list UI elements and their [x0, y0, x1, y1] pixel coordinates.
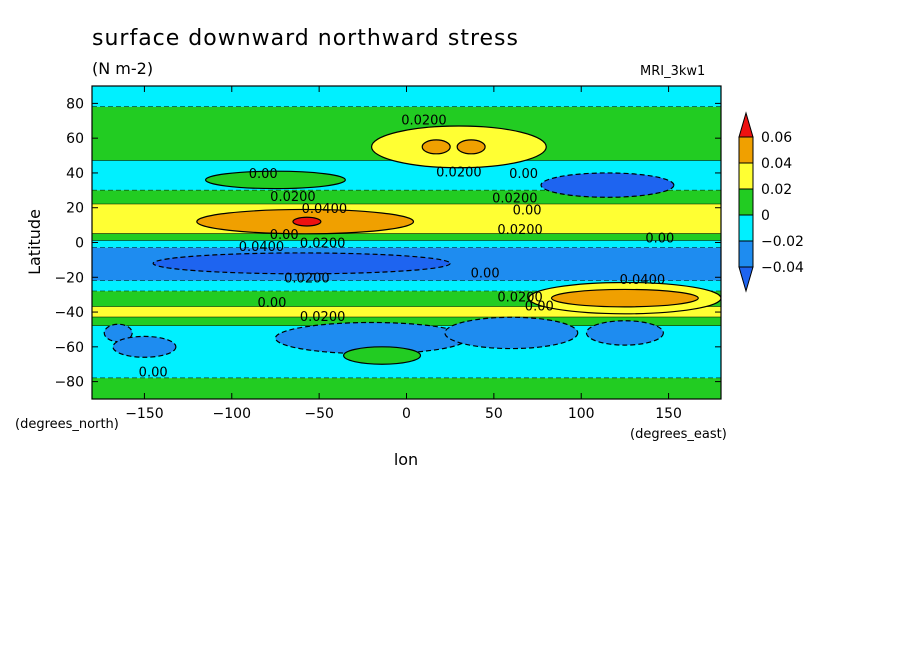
- y-tick-label-8: −80: [54, 375, 84, 391]
- zonal-band-13: [92, 378, 721, 399]
- x-unit-label: (degrees_east): [630, 427, 727, 442]
- contour-feature-14: [342, 346, 422, 365]
- x-tick-label-0: −150: [125, 406, 163, 422]
- contour-label-13: 0.0200: [284, 271, 330, 286]
- contour-label-0: 0.0200: [401, 113, 447, 128]
- contour-feature-15: [112, 335, 177, 358]
- contour-label-16: 0.00: [257, 296, 286, 311]
- y-axis-label: Latitude: [25, 209, 44, 275]
- colorbar-label-4: −0.02: [761, 234, 804, 250]
- contour-label-9: 0.00: [270, 228, 299, 243]
- model-label: MRI_3kw1: [640, 64, 705, 79]
- contour-label-4: 0.0200: [270, 190, 316, 205]
- colorbar-bottom-arrow: [738, 266, 754, 293]
- zonal-band-0: [92, 86, 721, 107]
- zonal-band-10: [92, 306, 721, 318]
- contour-label-3: 0.00: [509, 167, 538, 182]
- zonal-band-11: [92, 317, 721, 326]
- zonal-band-5: [92, 233, 721, 241]
- y-tick-label-6: −40: [54, 305, 84, 321]
- y-tick-label-4: 0: [75, 236, 84, 252]
- colorbar-top-arrow: [738, 111, 754, 138]
- contour-label-17: 0.0200: [497, 291, 543, 306]
- contour-label-1: 0.00: [249, 167, 278, 182]
- contour-feature-4: [456, 139, 486, 155]
- contour-label-20: 0.00: [139, 365, 168, 380]
- colorbar-label-1: 0.04: [761, 156, 792, 172]
- x-tick-label-1: −100: [213, 406, 251, 422]
- contour-label-19: 0.0200: [300, 310, 346, 325]
- y-tick-label-1: 60: [66, 131, 84, 147]
- x-axis: −150 −100 −50 0 50 100 150: [125, 86, 682, 422]
- contour-label-2: 0.0200: [436, 165, 482, 180]
- contour-label-14: 0.00: [471, 266, 500, 281]
- colorbar-label-5: −0.04: [761, 260, 804, 276]
- y-tick-label-3: 20: [66, 201, 84, 217]
- contour-feature-8: [540, 172, 675, 198]
- chart-title: surface downward northward stress: [92, 26, 519, 51]
- x-tick-label-2: −50: [304, 406, 334, 422]
- contour-feature-7: [152, 252, 451, 275]
- plot-area: [92, 86, 721, 399]
- contour-label-8: 0.0200: [497, 223, 543, 238]
- x-tick-label-6: 150: [655, 406, 682, 422]
- contour-feature-11: [444, 316, 579, 350]
- colorbar: 0.06 0.04 0.02 0 −0.02 −0.04: [738, 111, 804, 293]
- contour-label-5: 0.0400: [302, 202, 348, 217]
- zonal-band-8: [92, 280, 721, 292]
- colorbar-label-3: 0: [761, 208, 770, 224]
- y-tick-label-5: −20: [54, 270, 84, 286]
- y-tick-label-0: 80: [66, 96, 84, 112]
- contour-label-15: 0.0400: [620, 273, 666, 288]
- contour-feature-3: [421, 139, 451, 155]
- x-tick-label-5: 100: [568, 406, 595, 422]
- x-tick-label-4: 50: [485, 406, 503, 422]
- colorbar-label-2: 0.02: [761, 182, 792, 198]
- contour-feature-1: [292, 216, 322, 227]
- y-tick-label-2: 40: [66, 166, 84, 182]
- contour-feature-9: [204, 170, 346, 190]
- chart-units: (N m-2): [92, 59, 153, 78]
- y-axis: 80 60 40 20 0 −20 −40 −60 −80: [54, 96, 721, 391]
- x-axis-label: lon: [394, 450, 418, 469]
- contour-feature-12: [585, 320, 664, 346]
- contour-label-6: 0.0200: [492, 192, 538, 207]
- colorbar-label-0: 0.06: [761, 130, 792, 146]
- contour-label-7: 0.00: [513, 204, 542, 219]
- contour-label-10: 0.0200: [300, 237, 346, 252]
- colorbar-segment-3: [738, 214, 754, 242]
- x-tick-label-3: 0: [402, 406, 411, 422]
- contour-label-18: 0.00: [525, 299, 554, 314]
- contour-feature-6: [550, 288, 699, 308]
- y-tick-label-7: −60: [54, 340, 84, 356]
- colorbar-segment-4: [738, 240, 754, 268]
- colorbar-segment-2: [738, 188, 754, 216]
- contour-label-12: 0.0400: [239, 240, 285, 255]
- y-unit-label: (degrees_north): [15, 417, 119, 432]
- colorbar-segment-0: [738, 136, 754, 164]
- contour-label-11: 0.00: [645, 232, 674, 247]
- colorbar-segment-1: [738, 162, 754, 190]
- zonal-band-6: [92, 240, 721, 248]
